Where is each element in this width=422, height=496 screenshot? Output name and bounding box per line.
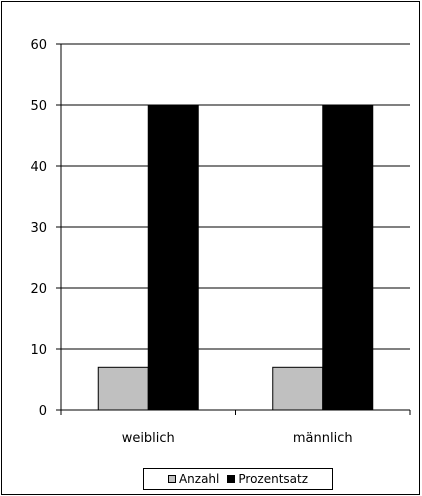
bar-anzahl-2 [272, 366, 324, 411]
legend-swatch-anzahl [167, 475, 176, 483]
y-tick-label: 50 [30, 99, 47, 114]
y-tick-label: 20 [30, 282, 47, 297]
y-tick-label: 10 [30, 343, 47, 358]
x-tick-label: weiblich [122, 431, 175, 446]
legend-label-anzahl: Anzahl [178, 472, 220, 486]
legend: Anzahl Prozentsatz [143, 468, 333, 490]
y-tick-labels: 0 10 20 30 40 50 60 [30, 38, 47, 419]
y-tick-label: 30 [30, 221, 47, 236]
y-tick-label: 0 [39, 404, 47, 419]
bars [97, 104, 374, 411]
y-tick-label: 60 [30, 38, 47, 53]
x-tick-labels: weiblich männlich [122, 431, 353, 446]
legend-item-anzahl: Anzahl [167, 472, 220, 486]
bar-prozentsatz-2 [322, 104, 374, 411]
y-tick-label: 40 [30, 160, 47, 175]
legend-swatch-prozentsatz [227, 475, 236, 483]
bar-anzahl-1 [97, 366, 149, 411]
axes [56, 43, 411, 415]
legend-item-prozentsatz: Prozentsatz [227, 472, 308, 486]
legend-label-prozentsatz: Prozentsatz [238, 472, 309, 486]
bar-prozentsatz-1 [147, 104, 199, 411]
x-tick-label: männlich [293, 431, 353, 446]
